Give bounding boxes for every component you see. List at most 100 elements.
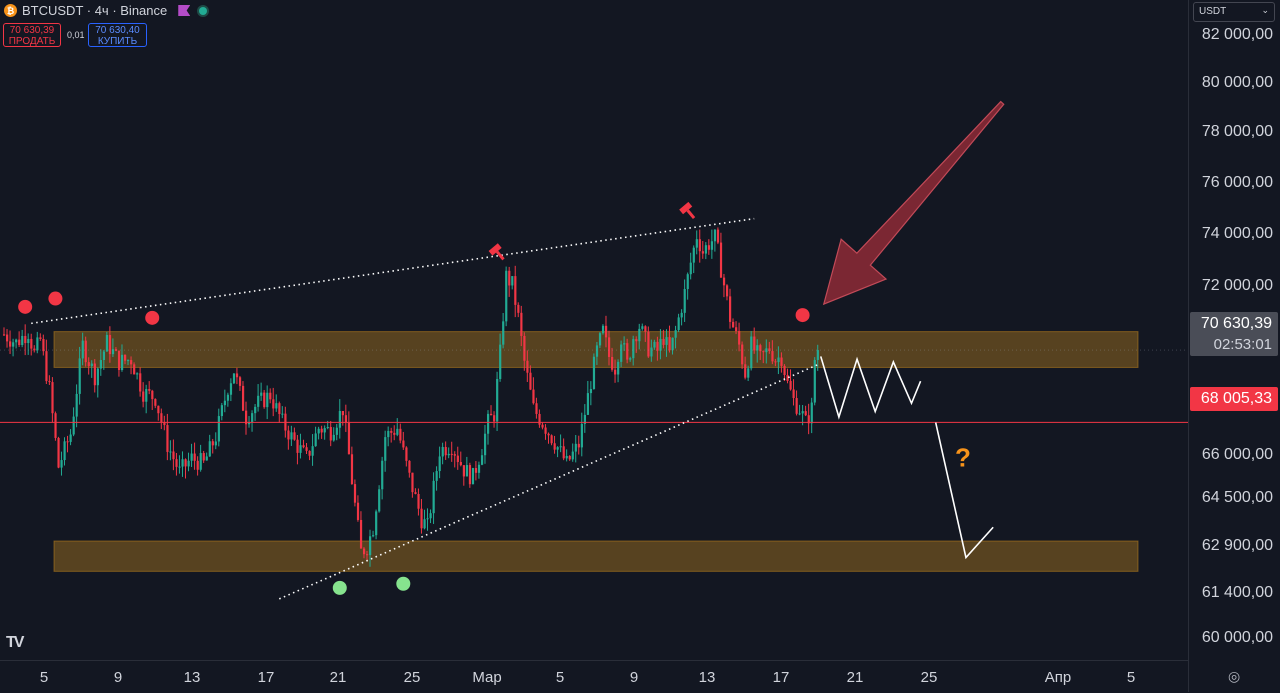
candle-body bbox=[314, 433, 317, 447]
candle-body bbox=[792, 389, 795, 399]
candle-body bbox=[487, 413, 490, 434]
candle-body bbox=[441, 446, 444, 457]
candle-body bbox=[753, 336, 756, 351]
flag-icon[interactable] bbox=[178, 5, 191, 16]
projection-path bbox=[934, 422, 994, 560]
y-tick-label: 72 000,00 bbox=[1201, 277, 1273, 294]
chart-svg[interactable]: ? bbox=[0, 0, 1188, 660]
candle-body bbox=[326, 427, 329, 429]
buy-button[interactable]: 70 630,40 КУПИТЬ bbox=[88, 23, 147, 47]
candle-body bbox=[656, 341, 659, 351]
candle-body bbox=[257, 395, 260, 407]
candle-body bbox=[683, 289, 686, 313]
candle-body bbox=[87, 362, 90, 367]
candle-body bbox=[251, 413, 254, 423]
candle-body bbox=[598, 333, 602, 346]
candle-body bbox=[532, 389, 535, 404]
candle-body bbox=[66, 441, 69, 443]
candle-body bbox=[166, 425, 169, 452]
settings-icon[interactable]: ◎ bbox=[1228, 668, 1241, 684]
x-tick-label: 25 bbox=[920, 669, 938, 686]
candle-body bbox=[81, 340, 84, 359]
candle-body bbox=[99, 360, 102, 369]
currency-select[interactable]: USDT ⌄ bbox=[1193, 2, 1275, 22]
candle-body bbox=[117, 350, 121, 370]
candle-body bbox=[369, 536, 372, 556]
candle-body bbox=[807, 415, 810, 424]
tradingview-logo[interactable]: TV bbox=[6, 634, 25, 651]
candle-body bbox=[583, 414, 586, 424]
x-tick-label: 25 bbox=[403, 669, 421, 686]
sell-button[interactable]: 70 630,39 ПРОДАТЬ bbox=[3, 23, 61, 47]
candle-body bbox=[816, 350, 819, 360]
time-axis[interactable]: 5 9 13 17 21 25 Мар 5 9 13 17 21 25 Апр 5 bbox=[0, 660, 1188, 693]
candle-body bbox=[241, 385, 245, 411]
candle-body bbox=[680, 312, 683, 318]
top-marker bbox=[795, 308, 810, 323]
candle-body bbox=[653, 341, 656, 348]
candle-body bbox=[36, 337, 39, 351]
candle-body bbox=[447, 453, 450, 456]
candle-body bbox=[813, 359, 816, 403]
candle-body bbox=[329, 427, 332, 441]
candle-body bbox=[290, 432, 293, 440]
candle-body bbox=[490, 413, 493, 416]
candle-body bbox=[387, 430, 390, 438]
x-tick-label: 13 bbox=[183, 669, 201, 686]
candle-body bbox=[105, 335, 109, 352]
candle-body bbox=[96, 368, 99, 386]
candle-body bbox=[405, 447, 408, 461]
candle-body bbox=[238, 377, 242, 386]
candle-body bbox=[145, 389, 148, 402]
symbol-header[interactable]: ₿ BTCUSDT · 4ч · Binance bbox=[4, 3, 208, 18]
candle-body bbox=[332, 434, 335, 441]
candle-body bbox=[411, 472, 414, 493]
candle-body bbox=[556, 447, 559, 450]
candle-body bbox=[692, 247, 695, 263]
chevron-down-icon: ⌄ bbox=[1261, 5, 1269, 15]
y-tick-label: 76 000,00 bbox=[1201, 174, 1273, 191]
symbol-title[interactable]: BTCUSDT · 4ч · Binance bbox=[22, 3, 168, 18]
chart-area[interactable]: ? bbox=[0, 0, 1188, 660]
pin-icon bbox=[488, 243, 505, 261]
candle-body bbox=[514, 276, 517, 305]
candle-body bbox=[735, 327, 738, 332]
candle-body bbox=[196, 460, 199, 470]
candle-body bbox=[178, 466, 181, 468]
price-axis[interactable]: 82 000,00 80 000,00 78 000,00 76 000,00 74 0… bbox=[1188, 0, 1280, 692]
candle-body bbox=[199, 453, 202, 470]
candle-body bbox=[465, 465, 469, 477]
candle-body bbox=[84, 340, 87, 363]
candle-body bbox=[42, 338, 45, 352]
candle-body bbox=[51, 382, 54, 414]
candle-body bbox=[266, 392, 269, 408]
candle-body bbox=[60, 460, 63, 468]
candle-body bbox=[175, 459, 178, 467]
candle-body bbox=[538, 413, 541, 425]
candle-body bbox=[356, 502, 360, 520]
candle-body bbox=[623, 343, 626, 345]
candle-body bbox=[235, 373, 239, 378]
candle-body bbox=[344, 415, 348, 423]
candle-body bbox=[738, 331, 741, 345]
candle-body bbox=[750, 336, 753, 369]
candle-body bbox=[704, 245, 707, 254]
candle-body bbox=[130, 360, 133, 365]
candle-body bbox=[226, 394, 230, 401]
candle-body bbox=[133, 364, 136, 375]
candle-body bbox=[611, 356, 614, 370]
candle-body bbox=[378, 489, 381, 512]
candle-body bbox=[438, 456, 441, 472]
current-price: 70 630,39 bbox=[1200, 315, 1272, 332]
candle-body bbox=[278, 403, 281, 415]
candle-body bbox=[341, 410, 344, 416]
candle-body bbox=[202, 453, 205, 461]
candle-body bbox=[232, 373, 236, 384]
candle-body bbox=[402, 440, 405, 448]
candle-body bbox=[638, 328, 641, 342]
candle-body bbox=[608, 337, 611, 357]
candle-body bbox=[505, 270, 508, 322]
candle-body bbox=[535, 403, 538, 414]
candle-body bbox=[208, 441, 211, 457]
candle-body bbox=[302, 445, 305, 448]
